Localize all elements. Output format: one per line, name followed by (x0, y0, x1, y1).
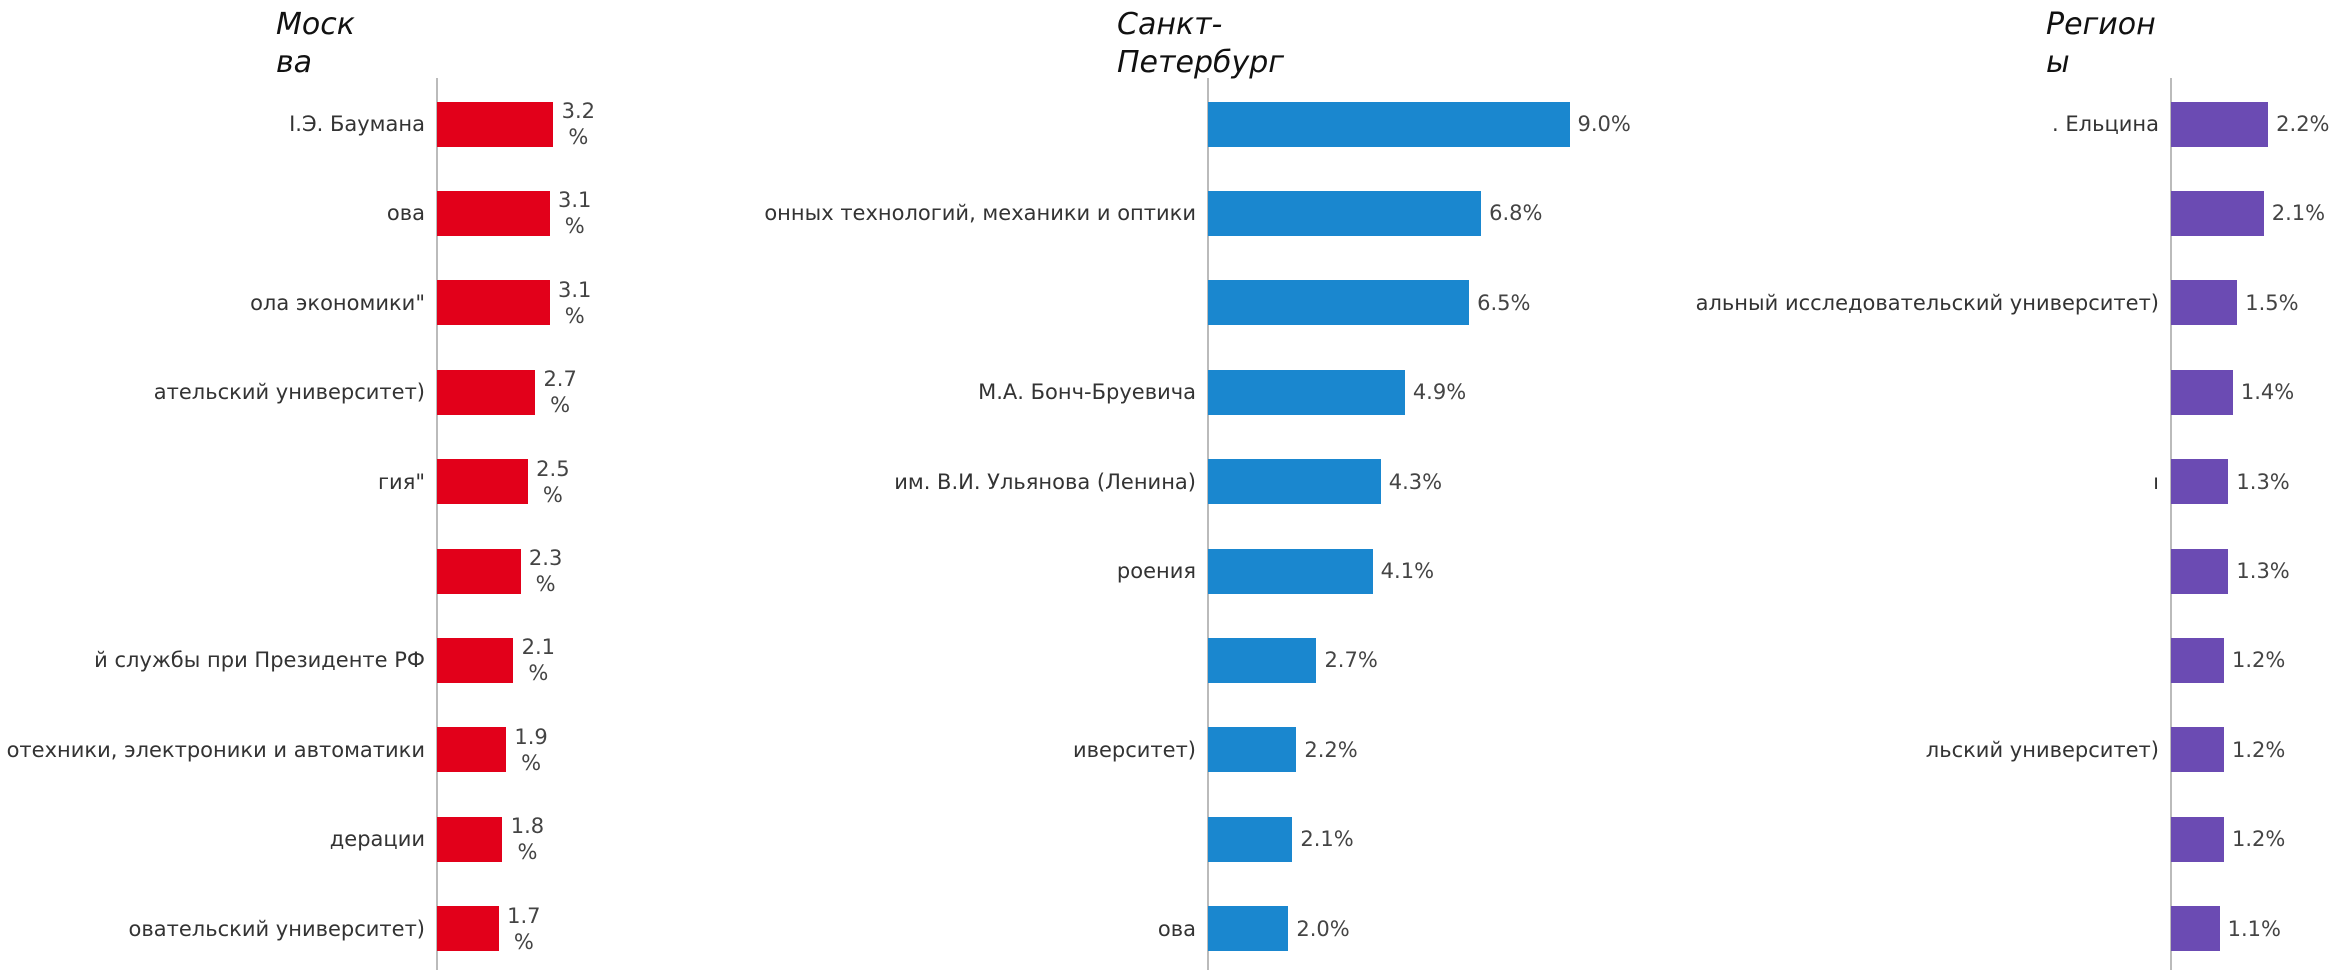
bar (2171, 190, 2264, 236)
bar (2171, 459, 2229, 505)
category-label: льский университет) (1925, 737, 2159, 762)
bar (1208, 548, 1373, 594)
bar (437, 190, 550, 236)
category-label: І.Э. Баумана (289, 112, 425, 136)
bar (1208, 459, 1381, 505)
category-label: дерации (329, 827, 425, 852)
bar (1208, 637, 1317, 683)
bar (2171, 816, 2224, 862)
bar (2171, 548, 2229, 594)
value-label: 1.2% (2232, 827, 2286, 852)
value-label: 3.2 % (561, 99, 596, 149)
value-label: 2.0% (1296, 916, 1350, 941)
bar (437, 369, 536, 415)
value-label: 2.7% (1324, 648, 1378, 673)
bar (1208, 190, 1482, 236)
category-label: ола экономики" (250, 290, 425, 315)
value-label: 1.8 % (510, 814, 545, 865)
value-label: 2.2% (2276, 112, 2330, 136)
value-label: 6.5% (1477, 290, 1531, 315)
value-label: 4.1% (1380, 559, 1435, 583)
bar (1208, 727, 1297, 773)
bar (437, 280, 550, 326)
chart-title: Москва (276, 7, 355, 80)
value-label: 1.3% (2236, 469, 2290, 494)
value-label: 1.2% (2232, 648, 2286, 673)
value-label: 2.2% (1304, 737, 1358, 762)
category-label: ова (1157, 916, 1196, 941)
bar (1208, 369, 1405, 415)
chart-title: Санкт-Петербург (1117, 7, 1285, 80)
bar (1208, 101, 1570, 147)
value-label: 2.1% (1300, 827, 1354, 852)
chart-title: Регионы (2046, 7, 2156, 80)
value-label: 1.7 % (507, 903, 541, 954)
value-label: 1.1% (2227, 916, 2281, 941)
value-label: 1.4% (2240, 380, 2295, 405)
value-label: 2.5 % (536, 456, 570, 507)
bar (1208, 906, 1289, 952)
axis-line (1207, 78, 1209, 970)
value-label: 2.1% (2271, 201, 2326, 226)
category-label: гия" (378, 469, 425, 494)
category-label: онных технологий, механики и оптики (764, 201, 1196, 226)
value-label: 2.7 % (543, 367, 577, 418)
value-label: 1.9 % (514, 724, 548, 775)
value-label: 9.0% (1577, 112, 1631, 136)
category-label: роения (1116, 559, 1196, 583)
category-label: овательский университет) (128, 916, 425, 941)
bar (437, 906, 499, 952)
value-label: 1.5% (2245, 290, 2299, 315)
category-label: отехники, электроники и автоматики (6, 737, 425, 762)
bar (437, 637, 514, 683)
bar (1208, 816, 1293, 862)
category-label: ательский университет) (153, 380, 425, 405)
category-label: М.А. Бонч-Бруевича (978, 380, 1196, 405)
bar (437, 459, 528, 505)
value-label: 4.9% (1412, 380, 1467, 405)
category-label: й службы при Президенте РФ (94, 648, 425, 673)
bar (2171, 727, 2224, 773)
bar (2171, 906, 2220, 952)
category-label: иверситет) (1072, 737, 1196, 762)
category-label: . Ельцина (2052, 112, 2159, 136)
value-label: 3.1 % (557, 188, 592, 239)
category-label: им. В.И. Ульянова (Ленина) (894, 469, 1196, 494)
category-label: альный исследовательский университет) (1695, 290, 2159, 315)
value-label: 2.1 % (521, 635, 556, 686)
category-label: ı (2153, 469, 2159, 494)
bar (437, 727, 507, 773)
axis-line (2170, 78, 2172, 970)
value-label: 4.3% (1388, 469, 1443, 494)
category-label: ова (386, 201, 425, 226)
bar (437, 101, 554, 147)
value-label: 3.1 % (557, 277, 592, 328)
bar (2171, 637, 2224, 683)
value-label: 1.3% (2236, 559, 2290, 583)
axis-line (436, 78, 438, 970)
bar (2171, 280, 2238, 326)
value-label: 1.2% (2232, 737, 2286, 762)
bar (437, 548, 521, 594)
value-label: 2.3 % (528, 546, 563, 596)
value-label: 6.8% (1489, 201, 1543, 226)
bar (2171, 369, 2233, 415)
bar (1208, 280, 1470, 326)
bar (437, 816, 503, 862)
bar (2171, 101, 2269, 147)
